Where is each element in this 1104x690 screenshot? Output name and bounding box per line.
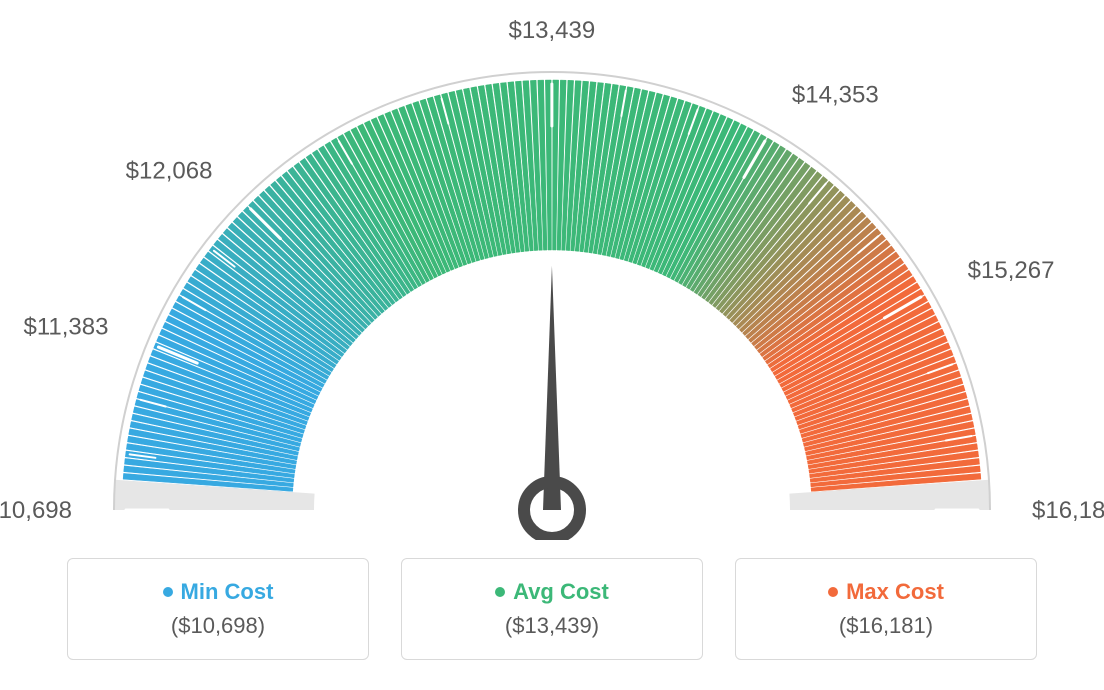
tick-label: $16,181 <box>1032 497 1104 524</box>
legend-title-min: Min Cost <box>163 579 274 605</box>
legend-title-avg: Avg Cost <box>495 579 609 605</box>
tick-label: $10,698 <box>0 497 72 524</box>
legend-card-min: Min Cost ($10,698) <box>67 558 369 660</box>
tick-label: $15,267 <box>968 257 1055 284</box>
legend-min-value: ($10,698) <box>171 613 265 639</box>
legend-card-avg: Avg Cost ($13,439) <box>401 558 703 660</box>
dot-icon <box>163 587 173 597</box>
dot-icon <box>495 587 505 597</box>
legend-card-max: Max Cost ($16,181) <box>735 558 1037 660</box>
legend-max-label: Max Cost <box>846 579 944 605</box>
legend-title-max: Max Cost <box>828 579 944 605</box>
legend-min-label: Min Cost <box>181 579 274 605</box>
needle <box>524 266 580 538</box>
tick-label: $11,383 <box>24 313 109 340</box>
chart-container: $10,698 $11,383 $12,068 $13,439 $14,353 $15,2… <box>0 0 1104 690</box>
tick-label: $12,068 <box>126 158 213 185</box>
legend-max-value: ($16,181) <box>839 613 933 639</box>
dot-icon <box>828 587 838 597</box>
tick-label: $14,353 <box>792 81 879 108</box>
legend-avg-value: ($13,439) <box>505 613 599 639</box>
legend-row: Min Cost ($10,698) Avg Cost ($13,439) Ma… <box>0 558 1104 660</box>
tick-label: $13,439 <box>508 17 595 44</box>
gauge-chart: $10,698 $11,383 $12,068 $13,439 $14,353 $15,2… <box>0 0 1104 540</box>
legend-avg-label: Avg Cost <box>513 579 609 605</box>
